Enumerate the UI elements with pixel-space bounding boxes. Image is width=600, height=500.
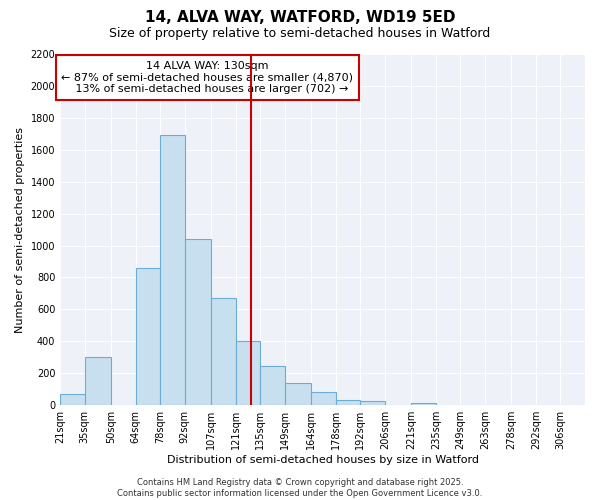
Bar (411, 403, 436, 405)
Bar (211, 298, 236, 405)
Text: 14, ALVA WAY, WATFORD, WD19 5ED: 14, ALVA WAY, WATFORD, WD19 5ED (145, 10, 455, 25)
Text: Contains HM Land Registry data © Crown copyright and database right 2025.
Contai: Contains HM Land Registry data © Crown c… (118, 478, 482, 498)
Bar (136, 268, 160, 405)
Bar (285, 383, 311, 405)
Bar (336, 400, 361, 405)
Bar (236, 342, 260, 405)
Bar (160, 136, 185, 405)
Bar (361, 401, 385, 405)
X-axis label: Distribution of semi-detached houses by size in Watford: Distribution of semi-detached houses by … (167, 455, 479, 465)
Y-axis label: Number of semi-detached properties: Number of semi-detached properties (15, 126, 25, 332)
Text: Size of property relative to semi-detached houses in Watford: Size of property relative to semi-detach… (109, 28, 491, 40)
Bar (185, 239, 211, 405)
Bar (60, 394, 85, 405)
Bar (260, 366, 285, 405)
Bar (85, 356, 111, 405)
Text: 14 ALVA WAY: 130sqm
← 87% of semi-detached houses are smaller (4,870)
   13% of : 14 ALVA WAY: 130sqm ← 87% of semi-detach… (61, 61, 353, 94)
Bar (311, 392, 336, 405)
